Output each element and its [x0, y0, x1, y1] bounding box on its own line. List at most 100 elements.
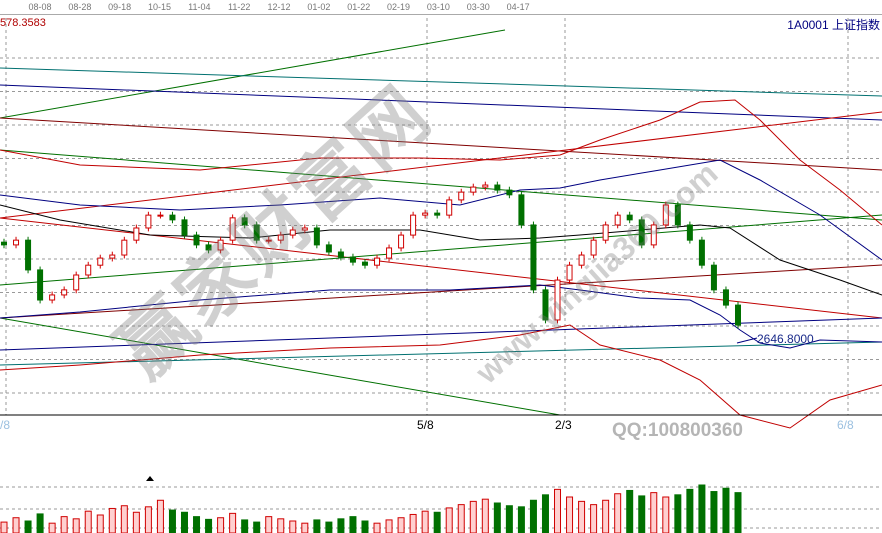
- date-axis: 08-08 08-28 09-18 10-15 11-04 11-22 12-12 01-02…: [0, 0, 882, 15]
- volume-bar: [120, 505, 128, 533]
- candle-body: [37, 269, 44, 301]
- axis-label-5-8: 5/8: [417, 418, 434, 432]
- candle-body: [458, 191, 465, 201]
- volume-bar: [24, 520, 32, 533]
- candle-body: [506, 189, 513, 196]
- bollinger-mid: [0, 159, 882, 261]
- candle-body: [337, 251, 344, 258]
- candle-body: [374, 257, 381, 266]
- date-tick: 12-12: [267, 2, 291, 12]
- candle-body: [313, 227, 320, 246]
- candle-body: [626, 214, 633, 221]
- volume-bars: [0, 484, 742, 533]
- date-tick: 01-02: [307, 2, 331, 12]
- volume-bar: [602, 499, 610, 533]
- volume-bar: [253, 521, 261, 533]
- volume-bar: [337, 518, 345, 533]
- candle-body: [85, 264, 92, 276]
- volume-bar: [48, 522, 56, 533]
- volume-bar: [469, 500, 477, 533]
- volume-bar: [674, 494, 682, 533]
- candle-body: [482, 184, 489, 188]
- candle-body: [446, 199, 453, 216]
- candle-body: [181, 219, 188, 236]
- volume-bar: [505, 505, 513, 533]
- trend-line: [0, 317, 561, 416]
- date-tick: 09-18: [108, 2, 132, 12]
- candle-body: [325, 244, 332, 253]
- candle-body: [398, 234, 405, 249]
- candle-body: [265, 239, 272, 242]
- volume-bar: [36, 513, 44, 533]
- volume-bar: [409, 513, 417, 533]
- candle-body: [434, 212, 441, 216]
- volume-bar: [265, 516, 273, 533]
- volume-bar: [72, 518, 80, 533]
- candle-body: [590, 239, 597, 256]
- volume-bar: [614, 493, 622, 533]
- volume-bar: [686, 488, 694, 533]
- volume-bar: [493, 502, 501, 533]
- candle-body: [289, 229, 296, 236]
- candle-body: [578, 254, 585, 266]
- trend-line: [0, 111, 882, 219]
- volume-bar: [60, 516, 68, 533]
- volume-bar: [193, 516, 201, 533]
- volume-bar: [433, 511, 441, 533]
- volume-bar: [229, 512, 237, 533]
- candle-body: [686, 224, 693, 241]
- volume-bar: [361, 520, 369, 533]
- candle-body: [735, 304, 741, 326]
- candle-body: [73, 274, 80, 291]
- volume-bar: [241, 519, 249, 533]
- trend-line: [0, 264, 882, 319]
- volume-bar: [349, 516, 357, 533]
- volume-bar: [397, 517, 405, 533]
- trend-line: [0, 149, 882, 221]
- volume-bar: [578, 500, 586, 533]
- volume-bar: [156, 499, 164, 533]
- volume-bar: [650, 492, 658, 533]
- symbol-label: 1A0001 上证指数: [787, 18, 880, 32]
- candle-body: [662, 204, 669, 226]
- candle-body: [13, 239, 20, 246]
- candles: [1, 181, 741, 329]
- date-tick: 08-08: [28, 2, 52, 12]
- volume-bar: [457, 504, 465, 533]
- candle-body: [361, 261, 368, 266]
- candle-body: [133, 227, 140, 241]
- volume-bar: [12, 517, 20, 533]
- volume-bar: [313, 519, 321, 533]
- candle-body: [145, 214, 152, 229]
- low-pointer-line: [736, 337, 758, 344]
- trend-line: [0, 67, 882, 97]
- grid-lines: [0, 18, 882, 529]
- candle-body: [97, 257, 104, 266]
- candle-body: [710, 264, 717, 291]
- candle-body: [698, 239, 705, 266]
- volume-bar: [325, 521, 333, 533]
- date-tick: 02-19: [387, 2, 411, 12]
- volume-bar: [205, 518, 213, 533]
- candle-body: [518, 194, 525, 226]
- candle-body: [25, 239, 32, 271]
- candle-body: [349, 256, 356, 263]
- date-tick: 01-22: [347, 2, 371, 12]
- volume-bar: [277, 518, 285, 533]
- date-tick: 03-30: [466, 2, 490, 12]
- candle-body: [217, 239, 224, 251]
- candle-body: [301, 227, 308, 231]
- bollinger-upper: [0, 99, 882, 226]
- volume-bar: [734, 492, 742, 533]
- volume-bar: [84, 510, 92, 533]
- volume-bar: [722, 487, 730, 533]
- volume-bar: [373, 522, 381, 533]
- volume-bar: [626, 489, 634, 533]
- moving-average: [0, 204, 882, 296]
- candle-body: [277, 234, 284, 241]
- volume-bar: [698, 484, 706, 533]
- volume-bar: [517, 506, 525, 533]
- candle-body: [674, 204, 681, 226]
- volume-bar: [421, 510, 429, 533]
